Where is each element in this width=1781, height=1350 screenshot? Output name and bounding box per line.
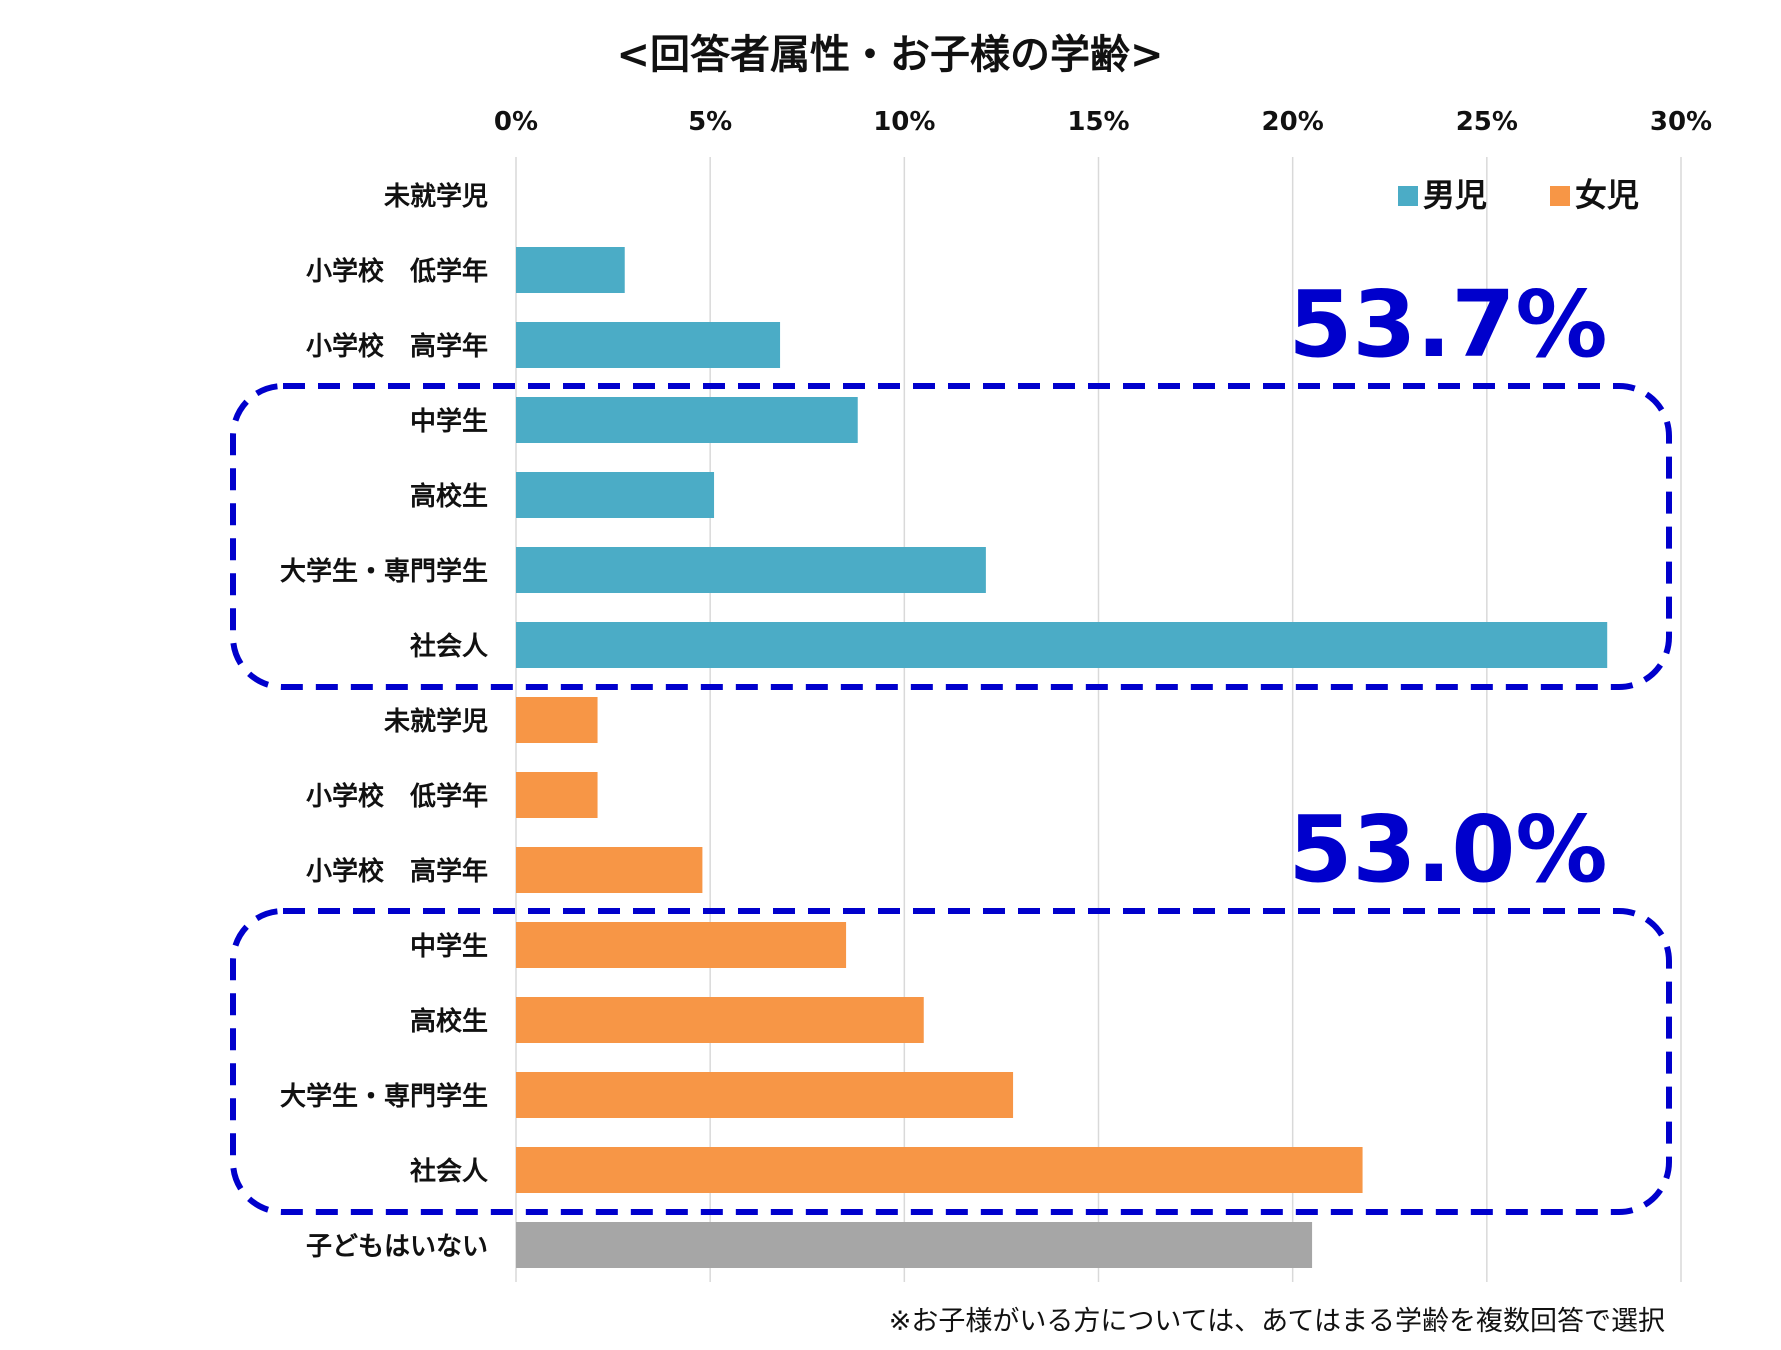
category-label: 大学生・専門学生: [280, 1081, 488, 1112]
category-label: 未就学児: [384, 181, 488, 212]
category-label: 社会人: [410, 631, 488, 662]
category-label: 子どもはいない: [306, 1232, 488, 1262]
category-label: 未就学児: [384, 706, 488, 737]
category-label: 中学生: [410, 931, 488, 962]
highlight-box: [230, 908, 1672, 1215]
bar: [516, 622, 1608, 668]
bar: [516, 1147, 1363, 1193]
highlight-percentage: 53.0%: [1288, 796, 1607, 903]
x-tick-label: 5%: [688, 107, 732, 137]
chart-title: <回答者属性・お子様の学齢>: [616, 32, 1163, 78]
bar: [516, 697, 598, 743]
category-label: 小学校 低学年: [306, 781, 488, 812]
category-label: 高校生: [410, 481, 488, 512]
legend-label: 女児: [1575, 176, 1639, 214]
category-label: 高校生: [410, 1006, 488, 1037]
x-tick-label: 25%: [1456, 107, 1518, 137]
bar: [516, 922, 847, 968]
highlight-box: [230, 383, 1672, 690]
category-label: 大学生・専門学生: [280, 556, 488, 587]
legend-swatch: [1398, 186, 1418, 206]
x-tick-label: 15%: [1067, 107, 1129, 137]
footnote: ※お子様がいる方については、あてはまる学齢を複数回答で選択: [889, 1306, 1665, 1337]
bar: [516, 397, 858, 443]
annotations: 53.7% 53.0%: [230, 271, 1672, 1215]
x-tick-label: 20%: [1262, 107, 1324, 137]
bar: [516, 1222, 1313, 1268]
x-axis-ticks: 0% 5% 10% 15% 20% 25% 30%: [494, 107, 1712, 137]
bar: [516, 1072, 1014, 1118]
highlight-percentage: 53.7%: [1288, 271, 1607, 378]
category-label: 中学生: [410, 406, 488, 437]
x-tick-label: 30%: [1650, 107, 1712, 137]
bar: [516, 547, 986, 593]
bar: [516, 322, 781, 368]
category-label: 社会人: [410, 1156, 488, 1187]
bar: [516, 472, 715, 518]
legend-label: 男児: [1423, 176, 1487, 214]
category-label: 小学校 高学年: [306, 331, 488, 362]
bar: [516, 247, 625, 293]
bar: [516, 847, 703, 893]
category-label: 小学校 低学年: [306, 256, 488, 287]
x-tick-label: 10%: [873, 107, 935, 137]
legend-swatch: [1550, 186, 1570, 206]
category-label: 小学校 高学年: [306, 856, 488, 887]
legend: 男児 女児: [1398, 176, 1639, 214]
bar: [516, 997, 924, 1043]
x-tick-label: 0%: [494, 107, 538, 137]
bars: [516, 247, 1608, 1268]
bar: [516, 772, 598, 818]
